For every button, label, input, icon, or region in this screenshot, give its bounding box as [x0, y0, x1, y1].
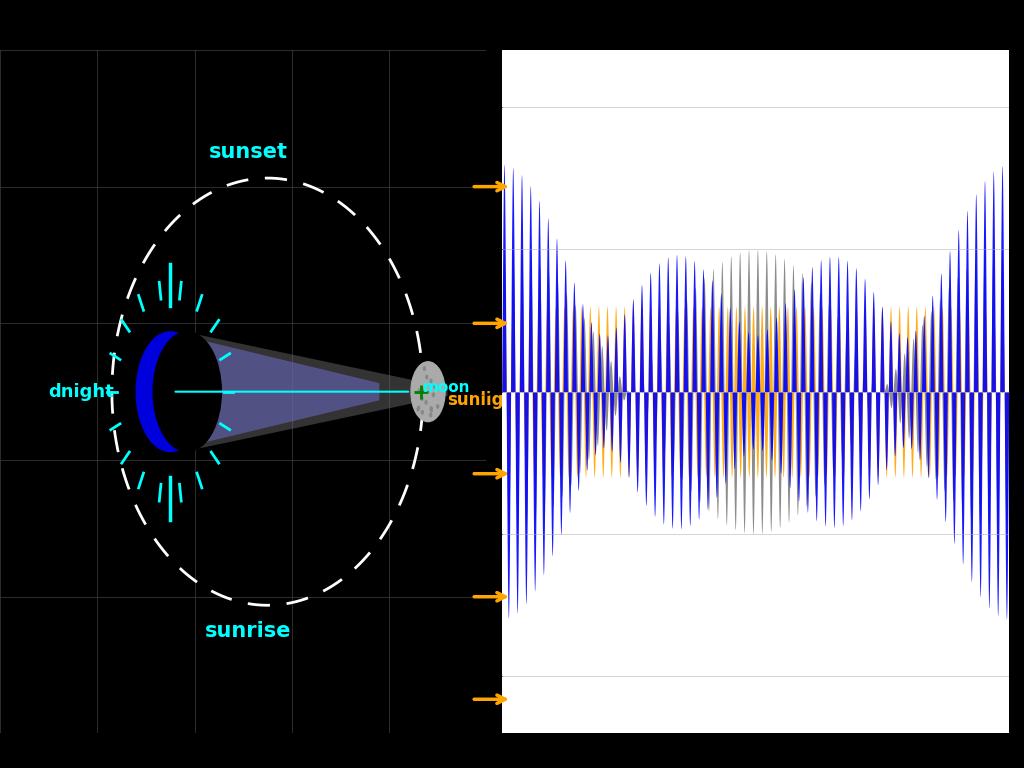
Circle shape [430, 379, 432, 382]
Circle shape [418, 389, 420, 392]
Circle shape [421, 397, 423, 400]
Text: sea level height in m: sea level height in m [512, 22, 676, 36]
Text: sunrise: sunrise [205, 621, 291, 641]
Circle shape [430, 407, 432, 410]
Text: y1sun = 0.3, y2moon = 0.5, ysun+moon = 0.7 ,      3 hr: y1sun = 0.3, y2moon = 0.5, ysun+moon = 0… [512, 744, 899, 757]
Circle shape [421, 389, 423, 392]
Polygon shape [184, 332, 447, 452]
Circle shape [421, 411, 423, 414]
Circle shape [434, 385, 436, 389]
Circle shape [437, 405, 438, 408]
Circle shape [425, 401, 427, 404]
Text: sunlight: sunlight [447, 391, 523, 409]
Polygon shape [184, 336, 379, 447]
Circle shape [423, 367, 425, 370]
Text: paused   View of Moon Earth Model ,Not to Scale: paused View of Moon Earth Model ,Not to … [10, 22, 352, 35]
Text: moon: moon [423, 380, 471, 395]
Circle shape [432, 393, 434, 396]
Text: t = 29 day ,12 hr angle_Moon-Earth-Sun =360 °: t = 29 day ,12 hr angle_Moon-Earth-Sun =… [10, 744, 342, 757]
Circle shape [154, 332, 221, 452]
Circle shape [417, 408, 419, 411]
Circle shape [426, 376, 428, 379]
Circle shape [430, 413, 432, 416]
Circle shape [136, 332, 204, 452]
Circle shape [430, 409, 432, 412]
Text: sunset: sunset [209, 142, 288, 163]
Circle shape [411, 362, 445, 422]
Text: dnight: dnight [48, 382, 115, 401]
Circle shape [418, 406, 420, 409]
